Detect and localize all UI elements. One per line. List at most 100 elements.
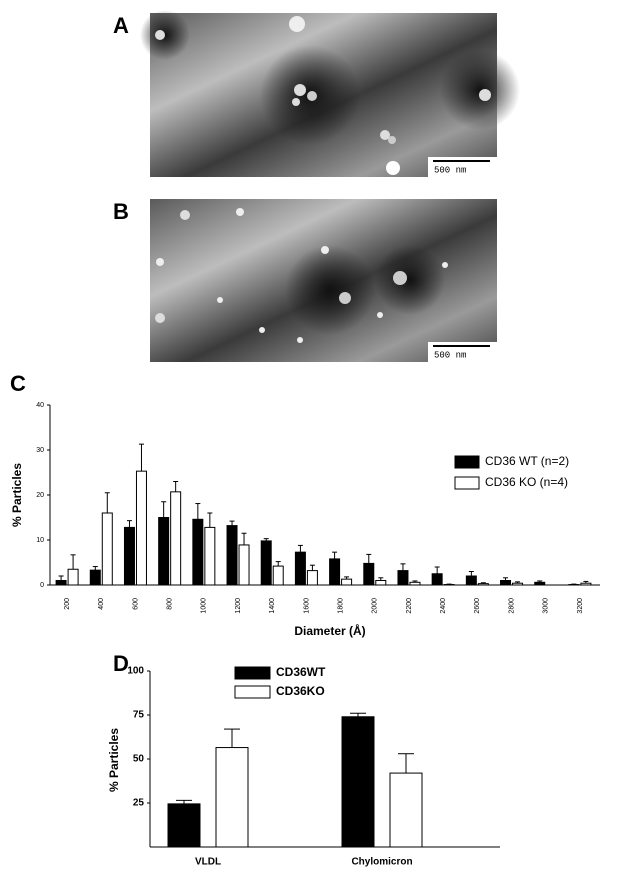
x-tick-label: 2200 bbox=[406, 598, 413, 614]
bar bbox=[341, 578, 353, 586]
error-bar bbox=[224, 728, 240, 748]
error-bar bbox=[92, 566, 98, 571]
x-tick-label: 1800 bbox=[337, 598, 344, 614]
bar bbox=[306, 570, 318, 586]
panel-label: D bbox=[113, 651, 129, 676]
error-bar bbox=[332, 551, 338, 559]
error-bar bbox=[434, 566, 440, 574]
panel-label: A bbox=[113, 13, 129, 38]
bar bbox=[431, 573, 443, 586]
error-bar bbox=[195, 503, 201, 520]
y-tick-label: 30 bbox=[36, 447, 44, 454]
bar bbox=[158, 517, 170, 586]
bar bbox=[101, 512, 113, 586]
error-bar bbox=[344, 576, 350, 580]
bar bbox=[500, 580, 512, 586]
error-bar bbox=[207, 512, 213, 528]
error-bar bbox=[104, 492, 110, 513]
x-tick-label: 2600 bbox=[474, 598, 481, 614]
y-tick-label: 20 bbox=[36, 492, 44, 499]
error-bar bbox=[161, 501, 167, 518]
bar bbox=[580, 582, 592, 586]
bar bbox=[226, 525, 238, 586]
x-tick-label: 200 bbox=[64, 598, 71, 610]
bar bbox=[192, 518, 204, 586]
error-bar bbox=[176, 799, 192, 804]
error-bar bbox=[138, 443, 144, 472]
x-tick-label: 1400 bbox=[269, 598, 276, 614]
error-bar bbox=[398, 753, 414, 774]
x-tick-label: Chylomicron bbox=[351, 857, 412, 868]
bar bbox=[89, 569, 101, 586]
error-bar bbox=[126, 520, 132, 528]
y-tick-label: 75 bbox=[133, 710, 145, 721]
panel-label: C bbox=[10, 371, 26, 396]
x-tick-label: 1000 bbox=[201, 598, 208, 614]
legend-swatch bbox=[234, 666, 271, 680]
x-tick-label: 3000 bbox=[543, 598, 550, 614]
scale-bar-label: 500 nm bbox=[434, 165, 466, 175]
scale-bar-label: 500 nm bbox=[434, 350, 466, 360]
y-tick-label: 50 bbox=[133, 754, 145, 765]
error-bar bbox=[275, 561, 281, 567]
x-axis-label: Diameter (Å) bbox=[294, 623, 365, 638]
y-tick-label: 10 bbox=[36, 537, 44, 544]
error-bar bbox=[366, 553, 372, 564]
x-tick-label: 2000 bbox=[372, 598, 379, 614]
error-bar bbox=[583, 580, 589, 584]
x-tick-label: 600 bbox=[132, 598, 139, 610]
bar bbox=[215, 747, 249, 848]
legend-swatch bbox=[454, 476, 480, 490]
error-bar bbox=[503, 577, 509, 581]
error-bar bbox=[263, 538, 269, 541]
error-bar bbox=[70, 554, 76, 570]
bar bbox=[167, 803, 201, 848]
bar bbox=[170, 491, 182, 586]
error-bar bbox=[537, 580, 543, 583]
bar bbox=[329, 558, 341, 586]
x-tick-label: 2800 bbox=[508, 598, 515, 614]
x-tick-label: 1600 bbox=[303, 598, 310, 614]
legend-swatch bbox=[454, 455, 480, 469]
bar bbox=[363, 562, 375, 586]
x-tick-label: 3200 bbox=[577, 598, 584, 614]
error-bar bbox=[173, 481, 179, 492]
legend-label: CD36KO bbox=[276, 684, 325, 698]
legend-label: CD36 WT (n=2) bbox=[485, 454, 569, 468]
x-tick-label: VLDL bbox=[195, 857, 221, 868]
bar bbox=[135, 470, 147, 586]
x-tick-label: 800 bbox=[167, 598, 174, 610]
error-bar bbox=[378, 577, 384, 581]
y-tick-label: 100 bbox=[127, 666, 144, 677]
y-tick-label: 25 bbox=[133, 798, 145, 809]
bar bbox=[389, 772, 423, 848]
y-axis-label: % Particles bbox=[107, 728, 121, 792]
micrograph bbox=[140, 10, 520, 177]
error-bar bbox=[350, 712, 366, 717]
bar bbox=[534, 581, 546, 586]
panel-label: B bbox=[113, 199, 129, 224]
error-bar bbox=[297, 544, 303, 553]
bar bbox=[409, 581, 421, 586]
bar bbox=[55, 580, 67, 586]
x-tick-label: 1200 bbox=[235, 598, 242, 614]
error-bar bbox=[229, 520, 235, 526]
error-bar bbox=[480, 582, 486, 584]
bar bbox=[238, 544, 250, 586]
x-tick-label: 400 bbox=[98, 598, 105, 610]
error-bar bbox=[468, 571, 474, 576]
bar bbox=[512, 582, 524, 586]
legend-label: CD36WT bbox=[276, 665, 326, 679]
micrograph bbox=[150, 199, 497, 362]
error-bar bbox=[241, 532, 247, 545]
error-bar bbox=[400, 563, 406, 571]
bar bbox=[204, 526, 216, 586]
y-axis-label: % Particles bbox=[10, 463, 24, 527]
bar bbox=[260, 540, 272, 586]
y-tick-label: 40 bbox=[36, 402, 44, 409]
error-bar bbox=[515, 581, 521, 584]
legend-label: CD36 KO (n=4) bbox=[485, 475, 568, 489]
bar bbox=[341, 716, 375, 848]
bar bbox=[375, 580, 387, 586]
